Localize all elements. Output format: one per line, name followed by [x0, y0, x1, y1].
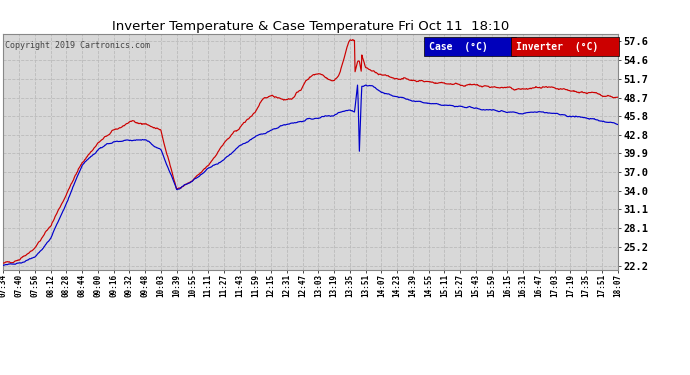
- Text: Case  (°C): Case (°C): [429, 42, 488, 52]
- Text: Copyright 2019 Cartronics.com: Copyright 2019 Cartronics.com: [5, 41, 150, 50]
- FancyBboxPatch shape: [424, 37, 516, 56]
- Text: Inverter  (°C): Inverter (°C): [516, 42, 598, 52]
- FancyBboxPatch shape: [511, 37, 619, 56]
- Title: Inverter Temperature & Case Temperature Fri Oct 11  18:10: Inverter Temperature & Case Temperature …: [112, 20, 509, 33]
